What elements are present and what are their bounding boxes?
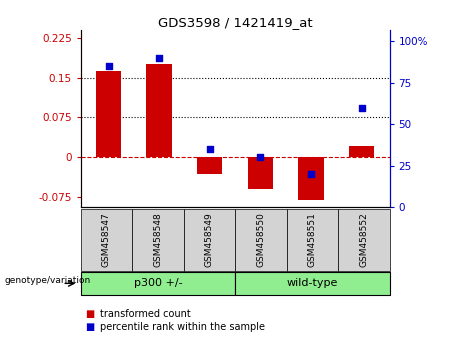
Text: genotype/variation: genotype/variation <box>5 276 91 285</box>
Point <box>105 63 112 69</box>
Title: GDS3598 / 1421419_at: GDS3598 / 1421419_at <box>158 16 313 29</box>
Bar <box>298 157 324 200</box>
Text: GSM458551: GSM458551 <box>308 212 317 267</box>
Bar <box>248 157 273 189</box>
Text: GSM458548: GSM458548 <box>154 212 162 267</box>
Text: wild-type: wild-type <box>287 278 338 289</box>
Text: ■: ■ <box>85 322 95 332</box>
Bar <box>349 146 374 157</box>
Point <box>206 146 213 152</box>
Text: GSM458547: GSM458547 <box>102 212 111 267</box>
Bar <box>197 157 223 174</box>
Point <box>358 105 366 110</box>
Point <box>307 171 315 177</box>
Text: GSM458552: GSM458552 <box>359 212 368 267</box>
Text: GSM458549: GSM458549 <box>205 212 214 267</box>
Text: ■: ■ <box>85 309 95 319</box>
Bar <box>147 64 172 157</box>
Text: GSM458550: GSM458550 <box>256 212 266 267</box>
Point <box>257 154 264 160</box>
Text: percentile rank within the sample: percentile rank within the sample <box>100 322 265 332</box>
Bar <box>96 71 121 157</box>
Text: p300 +/-: p300 +/- <box>134 278 182 289</box>
Text: transformed count: transformed count <box>100 309 191 319</box>
Point <box>155 55 163 61</box>
